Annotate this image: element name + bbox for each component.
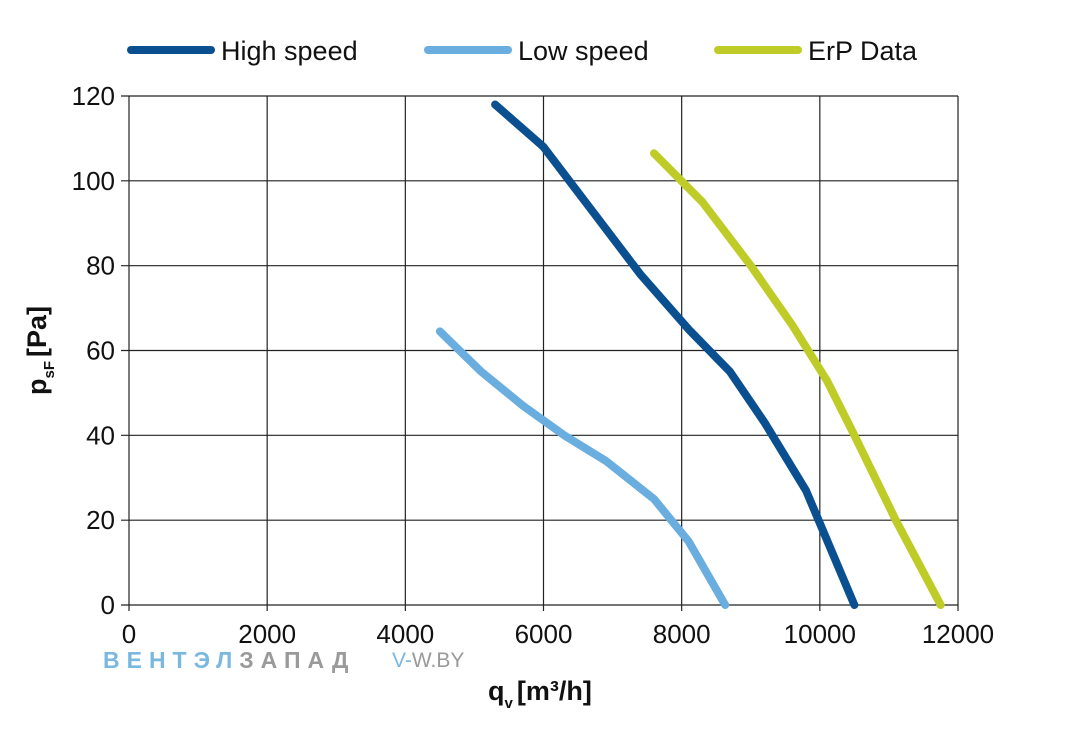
x-tick-label: 4000 [376,619,434,649]
series-line-low-speed [435,327,730,609]
watermark-brand-a: ВЕНТЭЛ [103,647,239,673]
y-tick-label: 80 [86,251,115,281]
legend: High speed Low speed ErP Data [127,36,918,66]
y-tick-label: 40 [86,420,115,450]
y-axis-ticks: 0 20 40 60 80 100 120 [72,81,115,620]
y-axis-subscript: sF [41,361,58,379]
svg-text:ВЕНТЭЛЗАПАД: ВЕНТЭЛЗАПАД [103,647,355,673]
x-axis-subscript: v [505,695,514,712]
legend-label-high-speed: High speed [221,36,358,66]
x-axis-ticks: 0 2000 4000 6000 8000 10000 12000 [122,619,994,649]
watermark-url-b: W.BY [412,649,465,672]
series-lines [435,100,945,609]
watermark: ВЕНТЭЛЗАПАД V-W.BY [103,647,464,673]
y-tick-label: 60 [86,336,115,366]
series-line-erp-data [650,149,945,609]
legend-label-low-speed: Low speed [518,36,649,66]
y-tick-label: 20 [86,505,115,535]
y-axis-symbol: p [22,379,52,396]
x-tick-label: 12000 [922,619,994,649]
x-axis-symbol: q [488,676,505,706]
y-tick-label: 120 [72,81,115,111]
svg-text:psF[Pa]: psF [Pa] [22,306,58,395]
grid [121,95,959,611]
svg-text:qv[m³/h]: qv [m³/h] [488,676,592,712]
x-tick-label: 0 [122,619,136,649]
watermark-url-a: V- [392,649,412,672]
x-axis-unit: [m³/h] [517,676,592,706]
x-tick-label: 2000 [238,619,296,649]
x-tick-label: 10000 [784,619,856,649]
series-line-high-speed [491,100,859,609]
watermark-brand-b: ЗАПАД [239,647,355,673]
svg-text:V-W.BY: V-W.BY [392,649,464,672]
y-axis-unit: [Pa] [22,306,52,357]
x-tick-label: 6000 [515,619,573,649]
x-tick-label: 8000 [653,619,711,649]
y-tick-label: 100 [72,166,115,196]
y-axis-label: psF [Pa] [22,306,58,395]
x-axis-label: qv [m³/h] [488,676,592,712]
y-tick-label: 0 [101,590,115,620]
legend-label-erp-data: ErP Data [808,36,918,66]
